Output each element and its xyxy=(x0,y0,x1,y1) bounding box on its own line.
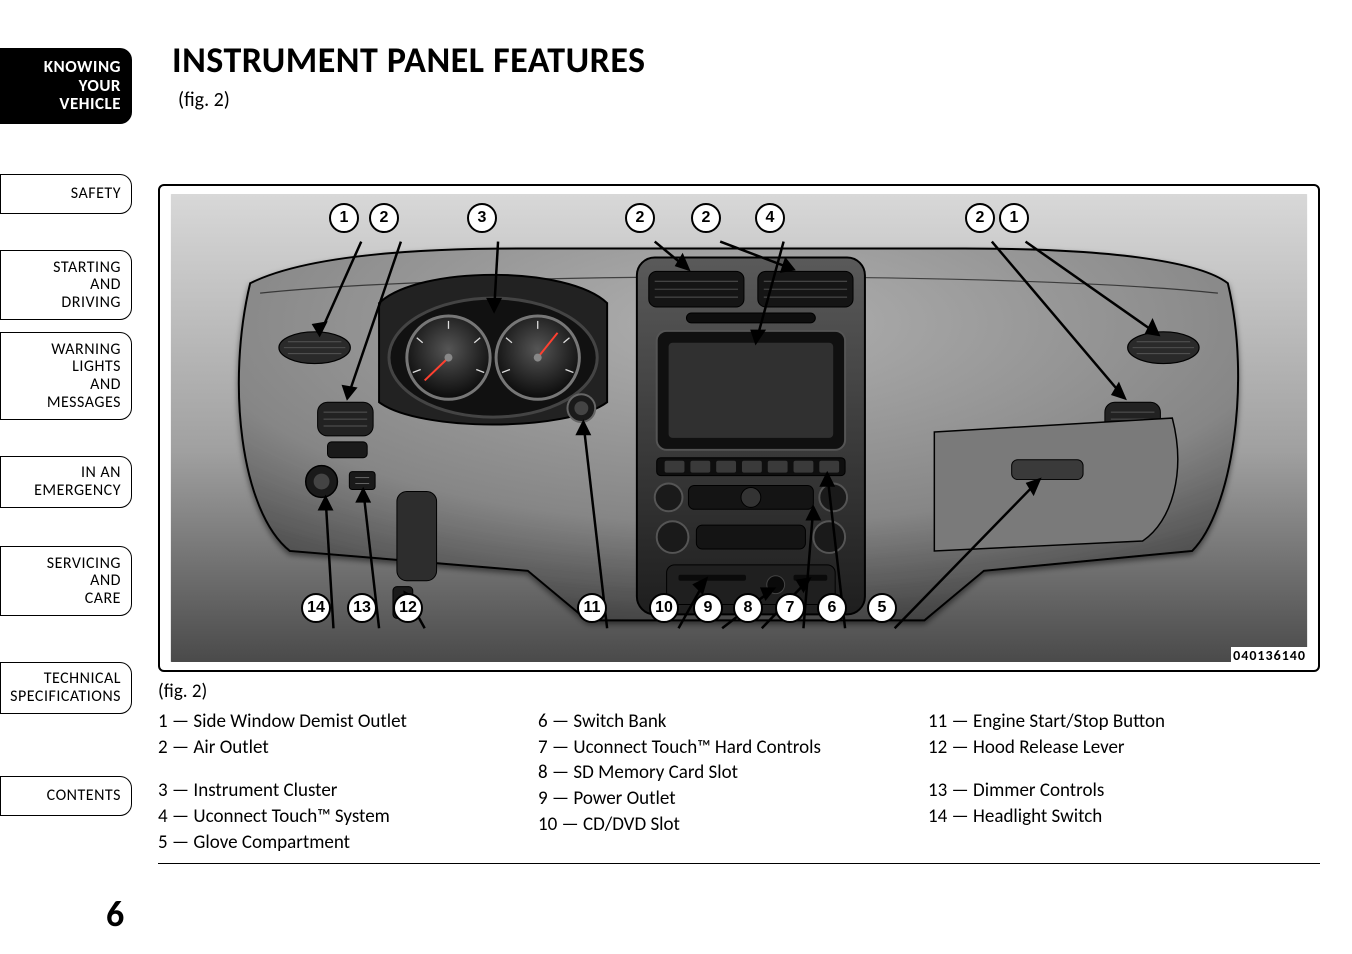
section-tab[interactable]: SERVICING AND CARE xyxy=(0,546,132,616)
legend-text: 11 — Engine Start/Stop Button 12 — Hood … xyxy=(928,709,1320,760)
callout-top-4: 4 xyxy=(755,203,785,233)
callout-bottom-10: 10 xyxy=(649,593,679,623)
legend-text: 1 — Side Window Demist Outlet 2 — Air Ou… xyxy=(158,709,538,760)
legend-column-1: 1 — Side Window Demist Outlet 2 — Air Ou… xyxy=(158,709,538,855)
section-tab[interactable]: KNOWING YOUR VEHICLE xyxy=(0,48,132,124)
callout-bottom-7: 7 xyxy=(775,593,805,623)
callout-bottom-9: 9 xyxy=(693,593,723,623)
figure-reference-below: (fig. 2) xyxy=(158,680,1320,703)
section-tab-label: SERVICING AND CARE xyxy=(47,555,121,608)
callout-bottom-11: 11 xyxy=(577,593,607,623)
figure-inner xyxy=(168,194,1310,662)
legend-text: 6 — Switch Bank 7 — Uconnect Touch™ Hard… xyxy=(538,709,928,837)
section-tabs-sidebar: KNOWING YOUR VEHICLE SAFETY STARTING AND D… xyxy=(0,0,140,954)
section-tab-label: IN AN EMERGENCY xyxy=(34,464,121,499)
section-tab[interactable]: CONTENTS xyxy=(0,776,132,816)
callout-bottom-5: 5 xyxy=(867,593,897,623)
section-tab-label: SAFETY xyxy=(71,185,121,203)
figure-reference-top: (fig. 2) xyxy=(178,88,646,112)
section-tab[interactable]: TECHNICAL SPECIFICATIONS xyxy=(0,662,132,714)
dashboard-illustration xyxy=(168,194,1310,662)
section-tab[interactable]: IN AN EMERGENCY xyxy=(0,456,132,508)
legend-column-3: 11 — Engine Start/Stop Button 12 — Hood … xyxy=(928,709,1320,855)
callout-top-1: 1 xyxy=(999,203,1029,233)
legend-column-2: 6 — Switch Bank 7 — Uconnect Touch™ Hard… xyxy=(538,709,928,855)
callout-top-2: 2 xyxy=(369,203,399,233)
section-tab-label: CONTENTS xyxy=(47,787,121,805)
callout-bottom-6: 6 xyxy=(817,593,847,623)
callout-bottom-12: 12 xyxy=(393,593,423,623)
page-title-area: INSTRUMENT PANEL FEATURES (fig. 2) xyxy=(172,38,646,112)
section-tab[interactable]: SAFETY xyxy=(0,174,132,214)
legend-text: 3 — Instrument Cluster 4 — Uconnect Touc… xyxy=(158,778,538,855)
callout-top-2: 2 xyxy=(691,203,721,233)
callout-bottom-14: 14 xyxy=(301,593,331,623)
section-tab-label: KNOWING YOUR VEHICLE xyxy=(44,58,121,114)
callout-top-2: 2 xyxy=(625,203,655,233)
callout-top-2: 2 xyxy=(965,203,995,233)
legend-text: 13 — Dimmer Controls 14 — Headlight Swit… xyxy=(928,778,1320,829)
callout-bottom-8: 8 xyxy=(733,593,763,623)
figure-legend: (fig. 2) 1 — Side Window Demist Outlet 2… xyxy=(158,680,1320,864)
section-tab[interactable]: STARTING AND DRIVING xyxy=(0,250,132,320)
section-tab-label: WARNING LIGHTS AND MESSAGES xyxy=(47,341,121,411)
section-tab-label: TECHNICAL SPECIFICATIONS xyxy=(10,670,121,705)
section-tab[interactable]: WARNING LIGHTS AND MESSAGES xyxy=(0,332,132,420)
callout-top-3: 3 xyxy=(467,203,497,233)
callout-top-1: 1 xyxy=(329,203,359,233)
page-title: INSTRUMENT PANEL FEATURES xyxy=(172,38,646,82)
callout-bottom-13: 13 xyxy=(347,593,377,623)
figure-code: 040136140 xyxy=(1231,647,1308,664)
page-number: 6 xyxy=(106,892,124,936)
section-tab-label: STARTING AND DRIVING xyxy=(53,259,121,312)
